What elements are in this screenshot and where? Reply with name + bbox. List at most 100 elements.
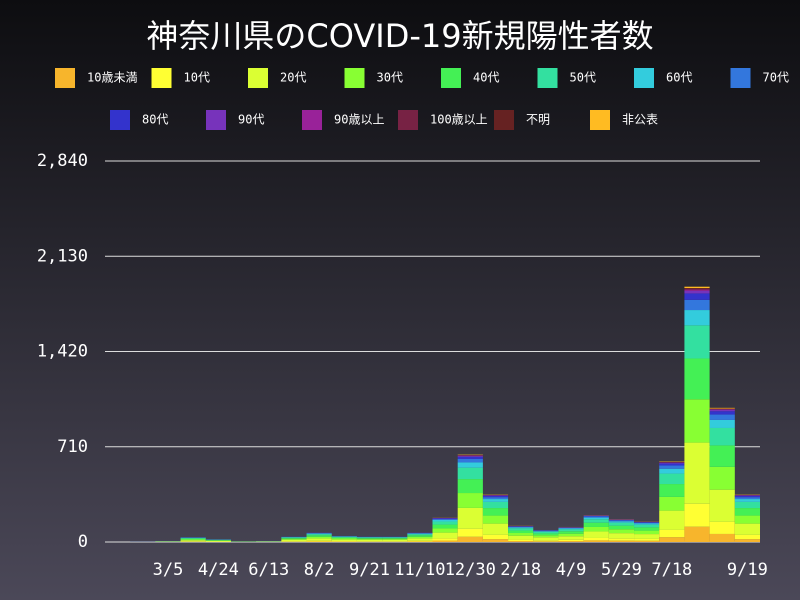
bar-segment [709,409,735,412]
legend-swatch [55,68,75,88]
legend-label: 50代 [570,71,596,85]
legend-label: 40代 [473,71,499,85]
legend-label: 80代 [142,113,168,127]
bar-segment [180,537,206,539]
bar-segment [659,537,685,542]
bar-segment [583,537,609,541]
bar-segment [407,541,433,542]
bar-segment [659,510,685,530]
bar-segment [684,288,710,290]
bar-segment [533,540,559,542]
legend-label: 10歳未満 [87,71,137,85]
bar-segment [482,495,509,498]
bar-segment [180,540,206,542]
x-tick-label: 9/21 [349,560,390,580]
bar-segment [709,409,735,410]
bar-segment [583,531,609,538]
bar-segment [306,533,332,535]
bar-segment [306,534,332,536]
bar-segment [281,538,307,540]
bar-segment [684,358,710,400]
bar-segment [331,536,357,538]
bar-segment [508,527,534,529]
bar-segment [306,535,332,537]
x-tick-label: 11/10 [394,560,445,580]
bar-segment [734,523,760,535]
bar-segment [608,525,635,530]
x-tick-label: 8/2 [304,560,335,580]
legend-label: 非公表 [622,113,658,127]
legend-swatch [537,68,558,88]
bar-segment [281,541,307,542]
bar-segment [180,539,206,541]
bar-segment [684,325,710,359]
bar-segment [180,538,206,540]
x-tick-label: 4/24 [198,560,239,580]
bar-segment [457,479,483,494]
bar-segment [508,526,534,528]
bar-segment [734,495,760,496]
bar-segment [482,497,509,500]
bar-segment [709,466,735,490]
bar-segment [382,538,408,540]
bar-segment [533,531,559,532]
bar-segment [356,538,383,540]
bar-segment [659,465,685,469]
bar-segment [734,539,760,542]
bar-segment [684,299,710,311]
bar-segment [508,530,534,534]
bar-segment [684,442,710,504]
bar-segment [482,523,509,535]
bar-segment [734,497,760,500]
x-tick-label: 7/18 [651,560,692,580]
bar-segment [382,537,408,539]
bar-segment [734,508,760,516]
bar-segment [709,489,735,522]
bar-segment [558,529,584,532]
bar-segment [709,445,735,467]
legend-swatch [344,68,365,88]
bar-segment [709,419,735,428]
bar-segment [331,538,357,540]
legend-label: 不明 [526,113,550,127]
bar-segment [608,522,635,526]
bar-segment [659,529,685,538]
bar-segment [457,462,483,468]
x-tick-label: 9/19 [727,560,768,580]
bar-segment [684,399,710,443]
chart-title: 神奈川県のCOVID-19新規陽性者数 [146,17,653,55]
bar-segment [734,495,760,498]
bar-segment [634,534,660,539]
x-tick-label: 12/30 [445,560,496,580]
bar-segment [457,528,483,537]
legend-swatch [634,68,654,88]
bar-segment [508,539,534,542]
bar-segment [583,519,609,523]
bar-segment [709,414,735,420]
bar-segment [356,537,383,539]
bar-segment [457,456,483,459]
bar-segment [558,527,584,529]
bar-segment [583,522,609,527]
bar-segment [306,540,332,542]
bar-segment [533,537,559,541]
bar-segment [684,289,710,291]
x-tick-label: 2/18 [500,560,541,580]
legend-label: 90代 [238,113,264,127]
bar-segment [684,526,710,542]
bar-segment [533,531,559,534]
bar-segment [482,499,509,502]
bar-segment [709,407,735,409]
bar-segment [432,540,458,542]
x-tick-label: 4/9 [556,560,587,580]
bar-segment [634,523,660,525]
bar-segment [407,533,433,535]
bar-segment [634,522,660,523]
bar-segment [583,515,609,517]
legend-swatch [206,110,226,130]
bar-segment [684,310,710,326]
bar-segment [432,524,458,529]
legend-swatch [248,68,268,88]
legend-swatch [441,68,461,88]
